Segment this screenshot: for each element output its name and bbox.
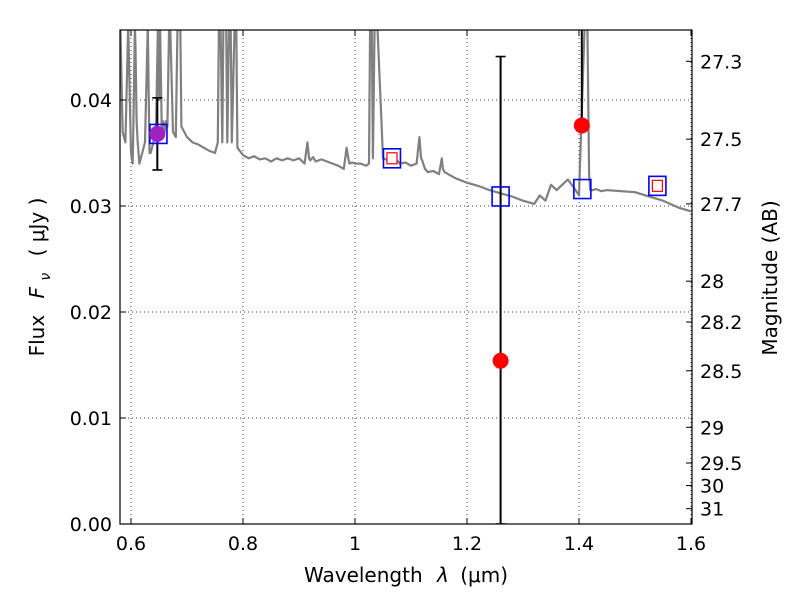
plot-frame	[119, 29, 693, 525]
y-axis-subscript: ν	[38, 273, 54, 281]
magnitude-tick-label: 27.7	[700, 194, 742, 216]
x-tick-label: 0.6	[116, 533, 146, 555]
y-tick-label: 0.00	[70, 514, 112, 536]
y-axis-ticks: 0.00 0.01 0.02 0.03 0.04	[70, 90, 126, 536]
magnitude-tick-label: 31	[700, 499, 724, 521]
y-tick-label: 0.01	[70, 408, 112, 430]
y-axis-symbol: F	[25, 286, 49, 298]
synthetic-point	[648, 175, 667, 197]
x-axis-label: Wavelength λ (μm)	[304, 563, 508, 587]
model-spectrum	[120, 30, 692, 213]
synthetic-point	[382, 148, 402, 169]
synthetic-point	[491, 186, 510, 207]
observed-point	[573, 117, 590, 134]
magnitude-tick-label: 28.2	[700, 312, 742, 334]
synthetic-point	[573, 178, 592, 200]
y-axis-title: Flux	[25, 315, 49, 357]
magnitude-axis-label: Magnitude (AB)	[758, 200, 782, 355]
observed-point	[492, 352, 509, 369]
observed-point	[149, 125, 166, 142]
magnitude-tick-label: 28.5	[700, 361, 742, 383]
synthetic-point-inner	[386, 152, 398, 165]
magnitude-tick-label: 28	[700, 271, 724, 293]
magnitude-tick-label: 27.5	[700, 129, 742, 151]
y-tick-label: 0.04	[70, 90, 112, 112]
y-axis-label: Flux F ν ( μJy )	[25, 198, 55, 357]
model-spectrum-line	[120, 30, 692, 213]
synthetic-point-inner	[651, 179, 664, 192]
magnitude-tick-label: 27.3	[700, 51, 742, 73]
magnitude-tick-label: 30	[700, 476, 724, 498]
y-axis-unit: ( μJy )	[25, 198, 49, 257]
x-axis-ticks: 0.6 0.8 1 1.2 1.4 1.6	[116, 30, 706, 555]
data-points	[149, 117, 667, 369]
x-tick-label: 1.2	[452, 533, 482, 555]
x-axis-symbol: λ	[436, 563, 449, 587]
x-axis-unit: (μm)	[460, 563, 508, 587]
x-tick-label: 1.4	[564, 533, 594, 555]
x-tick-label: 1	[349, 533, 361, 555]
y-tick-label: 0.02	[70, 302, 112, 324]
grid-lines	[120, 30, 692, 524]
magnitude-tick-label: 29	[700, 417, 724, 439]
x-tick-label: 0.8	[228, 533, 258, 555]
x-tick-label: 1.6	[676, 533, 706, 555]
x-axis-title: Wavelength	[304, 563, 423, 587]
magnitude-tick-label: 29.5	[700, 453, 742, 475]
y-tick-label: 0.03	[70, 196, 112, 218]
